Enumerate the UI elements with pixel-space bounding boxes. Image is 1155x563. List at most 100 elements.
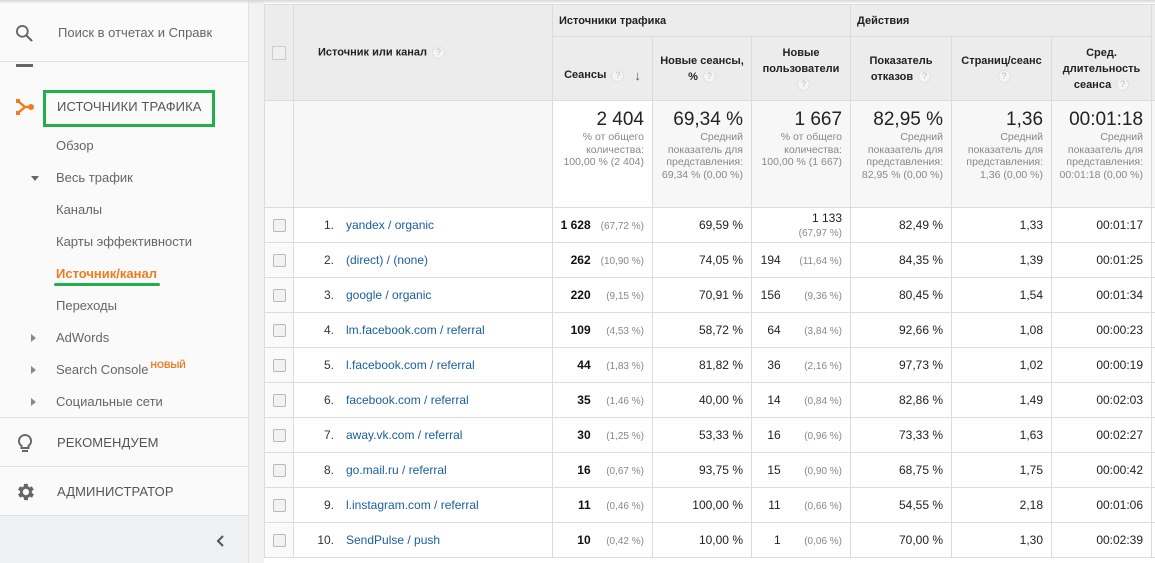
total-new-sessions-pct: 69,34 % Средний показатель для представле…	[652, 100, 752, 208]
top-shadow	[0, 0, 1155, 4]
row-index: 2.	[323, 253, 334, 267]
sidebar-item-social[interactable]: Социальные сети	[0, 390, 248, 414]
row-checkbox[interactable]	[272, 289, 286, 303]
sidebar-footer	[0, 515, 248, 563]
sidebar-item-channels[interactable]: Каналы	[0, 198, 248, 222]
help-icon[interactable]: ?	[432, 46, 446, 59]
pages-per-session-cell: 1,39	[951, 242, 1053, 278]
sessions-cell: 30 (1,25 %)	[552, 417, 653, 453]
scrolled-item-icon	[16, 64, 33, 67]
col-header-pages-per-session[interactable]: Страниц/сеанс?	[951, 36, 1053, 101]
help-icon[interactable]: ?	[702, 70, 716, 84]
col-header-avg-duration[interactable]: Сред. длительность сеанса?	[1051, 36, 1153, 101]
bounce-rate-cell: 82,49 %	[850, 207, 953, 243]
select-all-cell	[264, 4, 294, 101]
sidebar-item-referrals[interactable]: Переходы	[0, 294, 248, 318]
row-checkbox[interactable]	[272, 359, 286, 373]
sort-descending-icon[interactable]: ↓	[634, 67, 641, 83]
bounce-rate-cell: 84,35 %	[850, 242, 953, 278]
source-medium-link[interactable]: go.mail.ru / referral	[346, 463, 447, 477]
sidebar-item-overview[interactable]: Обзор	[0, 134, 248, 158]
total-avg-duration: 00:01:18 Средний показатель для представл…	[1051, 100, 1153, 208]
source-medium-link[interactable]: SendPulse / push	[346, 533, 441, 547]
source-medium-link[interactable]: away.vk.com / referral	[346, 428, 463, 442]
col-header-sessions[interactable]: Сеансы? ↓	[552, 36, 653, 101]
sidebar-section-label: ИСТОЧНИКИ ТРАФИКА	[57, 99, 202, 114]
sidebar-item-treemaps[interactable]: Карты эффективности	[0, 230, 248, 254]
source-medium-link[interactable]: l.instagram.com / referral	[346, 498, 479, 512]
table-row: 8. go.mail.ru / referral 16 (0,67 %) 93,7…	[264, 452, 1155, 488]
sidebar-section-recommend[interactable]: РЕКОМЕНДУЕМ	[0, 422, 248, 462]
sessions-cell: 44 (1,83 %)	[552, 347, 653, 383]
total-new-users: 1 667% от общего количества: 100,00 % (1…	[750, 100, 852, 208]
chevron-left-icon[interactable]	[212, 532, 230, 550]
help-icon[interactable]: ?	[918, 70, 932, 84]
row-checkbox[interactable]	[272, 464, 286, 478]
sidebar-item-adwords[interactable]: AdWords	[0, 326, 248, 350]
source-medium-link[interactable]: google / organic	[346, 288, 432, 302]
sidebar-section-traffic-sources[interactable]: ИСТОЧНИКИ ТРАФИКА	[0, 86, 248, 126]
avg-duration-cell: 00:00:19	[1051, 347, 1153, 383]
avg-duration-cell: 00:02:03	[1051, 382, 1153, 418]
table-row: 2. (direct) / (none) 262 (10,90 %) 74,05 …	[264, 242, 1155, 278]
source-medium-link[interactable]: facebook.com / referral	[346, 393, 469, 407]
help-icon[interactable]: ?	[797, 78, 810, 92]
bounce-rate-cell: 82,86 %	[850, 382, 953, 418]
col-header-source[interactable]: Источник или канал?	[293, 4, 553, 101]
source-medium-link[interactable]: (direct) / (none)	[346, 253, 429, 267]
row-index: 6.	[323, 393, 334, 407]
new-sessions-pct-cell: 81,82 %	[652, 347, 752, 383]
source-medium-link[interactable]: lm.facebook.com / referral	[346, 323, 485, 337]
avg-duration-cell: 00:02:39	[1051, 522, 1153, 558]
col-header-new-sessions-pct[interactable]: Новые сеансы, %?	[652, 36, 752, 101]
caret-right-icon	[31, 398, 36, 406]
search-input[interactable]: Поиск в отчетах и Справк	[58, 25, 213, 40]
new-sessions-pct-cell: 70,91 %	[652, 277, 752, 313]
sidebar-item-all-traffic[interactable]: Весь трафик	[0, 166, 248, 190]
select-all-checkbox[interactable]	[272, 45, 286, 60]
new-users-cell: 11 (0,66 %)	[750, 487, 852, 523]
help-icon[interactable]: ?	[997, 70, 1011, 84]
table-row: 9. l.instagram.com / referral 11 (0,46 %)…	[264, 487, 1155, 523]
row-checkbox[interactable]	[272, 324, 286, 338]
row-checkbox[interactable]	[272, 254, 286, 268]
sidebar-section-admin[interactable]: АДМИНИСТРАТОР	[0, 471, 248, 511]
new-users-cell: 1 (0,06 %)	[750, 522, 852, 558]
row-checkbox[interactable]	[272, 534, 286, 548]
new-users-cell: 36 (2,16 %)	[750, 347, 852, 383]
new-sessions-pct-cell: 58,72 %	[652, 312, 752, 348]
row-checkbox[interactable]	[272, 429, 286, 443]
col-header-bounce-rate[interactable]: Показатель отказов?	[850, 36, 953, 101]
search-box[interactable]: Поиск в отчетах и Справк	[0, 0, 248, 62]
pages-per-session-cell: 1,33	[951, 207, 1053, 243]
source-medium-link[interactable]: l.facebook.com / referral	[346, 358, 475, 372]
lightbulb-icon	[17, 433, 33, 452]
row-checkbox[interactable]	[272, 219, 286, 233]
new-users-cell: 156 (9,36 %)	[750, 277, 852, 313]
sidebar-item-label: Search Console	[56, 362, 149, 377]
new-sessions-pct-cell: 93,75 %	[652, 452, 752, 488]
annotation-highlight-box	[43, 90, 215, 127]
bounce-rate-cell: 70,00 %	[850, 522, 953, 558]
pages-per-session-cell: 1,49	[951, 382, 1053, 418]
help-icon[interactable]: ?	[1116, 78, 1130, 92]
help-icon[interactable]: ?	[611, 69, 625, 83]
bounce-rate-cell: 97,73 %	[850, 347, 953, 383]
bounce-rate-cell: 92,66 %	[850, 312, 953, 348]
source-medium-link[interactable]: yandex / organic	[346, 218, 435, 232]
report-table: Источник или канал? Источники трафика Де…	[264, 4, 1155, 558]
avg-duration-cell: 00:00:23	[1051, 312, 1153, 348]
new-users-cell: 16 (0,96 %)	[750, 417, 852, 453]
table-row: 10. SendPulse / push 10 (0,42 %) 10,00 % …	[264, 522, 1155, 558]
pages-per-session-cell: 1,08	[951, 312, 1053, 348]
new-sessions-pct-cell: 100,00 %	[652, 487, 752, 523]
row-checkbox[interactable]	[272, 499, 286, 513]
sidebar-item-search-console[interactable]: Search Console НОВЫЙ	[0, 358, 248, 382]
group-header-acquisition: Источники трафика	[551, 4, 852, 37]
row-index: 9.	[323, 498, 334, 512]
row-checkbox[interactable]	[272, 394, 286, 408]
col-header-new-users[interactable]: Новые пользователи?	[750, 36, 852, 101]
sessions-cell: 1 628 (67,72 %)	[552, 207, 653, 243]
new-sessions-pct-cell: 74,05 %	[652, 242, 752, 278]
sidebar-item-source-medium[interactable]: Источник/канал	[0, 262, 248, 286]
